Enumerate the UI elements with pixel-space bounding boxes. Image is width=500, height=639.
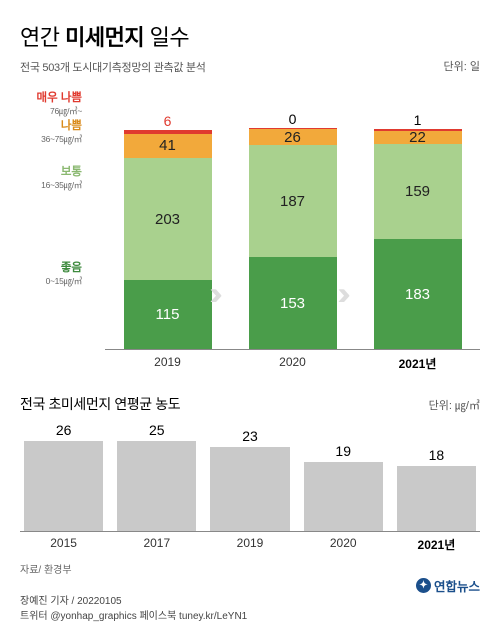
- legend-range: 36~75㎍/㎥: [41, 133, 82, 145]
- x-axis-label: 2019: [118, 355, 218, 372]
- x-axis-label: 2021년: [397, 536, 476, 553]
- bar-segment: 153: [249, 257, 337, 349]
- legend-range: 16~35㎍/㎥: [41, 179, 82, 191]
- bar-stack: 26187153: [249, 128, 337, 349]
- bar-rect: [304, 462, 383, 531]
- bar-chart: 26 25 23 19 18: [20, 422, 480, 532]
- legend-label: 보통: [61, 166, 82, 179]
- bar: 25: [117, 422, 196, 531]
- bar-segment: 159: [374, 144, 462, 239]
- bar-rect: [117, 441, 196, 531]
- chart2-unit: 단위: ㎍/㎥: [429, 397, 480, 413]
- bar-value: 23: [242, 428, 258, 444]
- bar: 23: [210, 422, 289, 531]
- title: 연간 미세먼지 일수: [20, 20, 480, 52]
- legend-range: 76㎍/㎥~: [50, 105, 82, 117]
- subtitle-row: 전국 503개 도시대기측정망의 관측값 분석 단위: 일: [20, 58, 480, 76]
- credit-line: 장예진 기자 / 20220105: [20, 594, 480, 609]
- title-highlight: 미세먼지: [65, 25, 144, 50]
- bar-segment: 115: [124, 280, 212, 349]
- x-axis-label: 2017: [117, 536, 196, 553]
- bar-segment: 203: [124, 158, 212, 280]
- bar-column: 641203115: [118, 113, 218, 349]
- unit-label: 단위: 일: [444, 58, 480, 74]
- x-axis-label: 2015: [24, 536, 103, 553]
- bar-column: 026187153: [243, 111, 343, 349]
- bar-segment: 22: [374, 131, 462, 144]
- bar-segment: 187: [249, 145, 337, 257]
- bar-value: 18: [429, 447, 445, 463]
- bar-top-value: 0: [289, 111, 297, 127]
- title-post: 일수: [144, 25, 189, 50]
- bar-stack: 41203115: [124, 130, 212, 349]
- legend-item: 나쁨36~75㎍/㎥: [41, 120, 82, 145]
- chart2-header: 전국 초미세먼지 연평균 농도 단위: ㎍/㎥: [20, 394, 480, 414]
- x-axis: 2019 2020 2021년: [105, 355, 480, 372]
- bar-value: 26: [56, 422, 72, 438]
- bar-segment: 183: [374, 239, 462, 349]
- chart2-title: 전국 초미세먼지 연평균 농도: [20, 394, 180, 414]
- bar-column: 122159183: [368, 112, 468, 349]
- credit-line: 트위터 @yonhap_graphics 페이스북 tuney.kr/LeYN1: [20, 609, 480, 624]
- x-axis-label: 2019: [210, 536, 289, 553]
- x-axis-label: 2020: [304, 536, 383, 553]
- bar-stack: 22159183: [374, 129, 462, 349]
- bars-area: 641203115026187153122159183: [105, 102, 480, 350]
- legend-item: 좋음0~15㎍/㎥: [46, 262, 82, 287]
- bar: 19: [304, 422, 383, 531]
- bar-rect: [24, 441, 103, 531]
- bar-rect: [210, 447, 289, 531]
- bar-top-value: 6: [164, 113, 172, 129]
- footer: ✦ 연합뉴스 장예진 기자 / 20220105 트위터 @yonhap_gra…: [20, 594, 480, 624]
- logo-icon: ✦: [416, 578, 431, 593]
- bar-top-value: 1: [414, 112, 422, 128]
- logo-text: 연합뉴스: [434, 576, 480, 595]
- x-axis-label: 2020: [243, 355, 343, 372]
- legend-range: 0~15㎍/㎥: [46, 275, 82, 287]
- x-axis-label: 2021년: [368, 355, 468, 372]
- bar-value: 25: [149, 422, 165, 438]
- logo: ✦ 연합뉴스: [416, 576, 480, 595]
- legend-item: 매우 나쁨76㎍/㎥~: [36, 92, 82, 117]
- bar-value: 19: [335, 443, 351, 459]
- title-pre: 연간: [20, 25, 65, 50]
- source-label: 자료/ 환경부: [20, 561, 480, 576]
- chart-header: 연간 미세먼지 일수 전국 503개 도시대기측정망의 관측값 분석 단위: 일: [20, 20, 480, 76]
- legend-label: 매우 나쁨: [36, 92, 82, 105]
- bar-segment: 41: [124, 134, 212, 159]
- bar-segment: 26: [249, 129, 337, 145]
- legend-label: 좋음: [61, 262, 82, 275]
- bar: 26: [24, 422, 103, 531]
- chart2-x-axis: 2015 2017 2019 2020 2021년: [20, 532, 480, 553]
- credits: 장예진 기자 / 20220105 트위터 @yonhap_graphics 페…: [20, 594, 480, 624]
- legend-label: 나쁨: [61, 120, 82, 133]
- subtitle: 전국 503개 도시대기측정망의 관측값 분석: [20, 62, 206, 74]
- stacked-bar-chart: 매우 나쁨76㎍/㎥~ 나쁨36~75㎍/㎥ 보통16~35㎍/㎥ 좋음0~15㎍/㎥…: [20, 92, 480, 372]
- legend-item: 보통16~35㎍/㎥: [41, 166, 82, 191]
- bar: 18: [397, 422, 476, 531]
- bar-rect: [397, 466, 476, 531]
